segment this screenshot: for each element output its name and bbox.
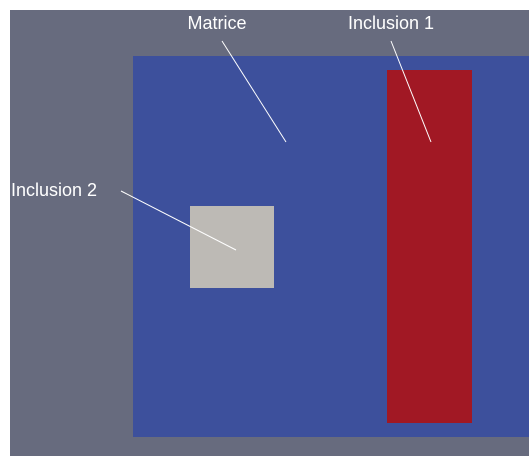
inclusion-1-label: Inclusion 1 (348, 13, 434, 33)
inclusion-2-leader-line (120, 190, 237, 251)
matrix-leader-line (221, 40, 287, 143)
inclusion-1-region (387, 70, 472, 423)
inclusion-2-label: Inclusion 2 (11, 180, 97, 200)
inclusion-2-region (190, 206, 274, 288)
matrix-label: Matrice (187, 13, 246, 33)
inclusion-1-leader-line (390, 40, 432, 143)
